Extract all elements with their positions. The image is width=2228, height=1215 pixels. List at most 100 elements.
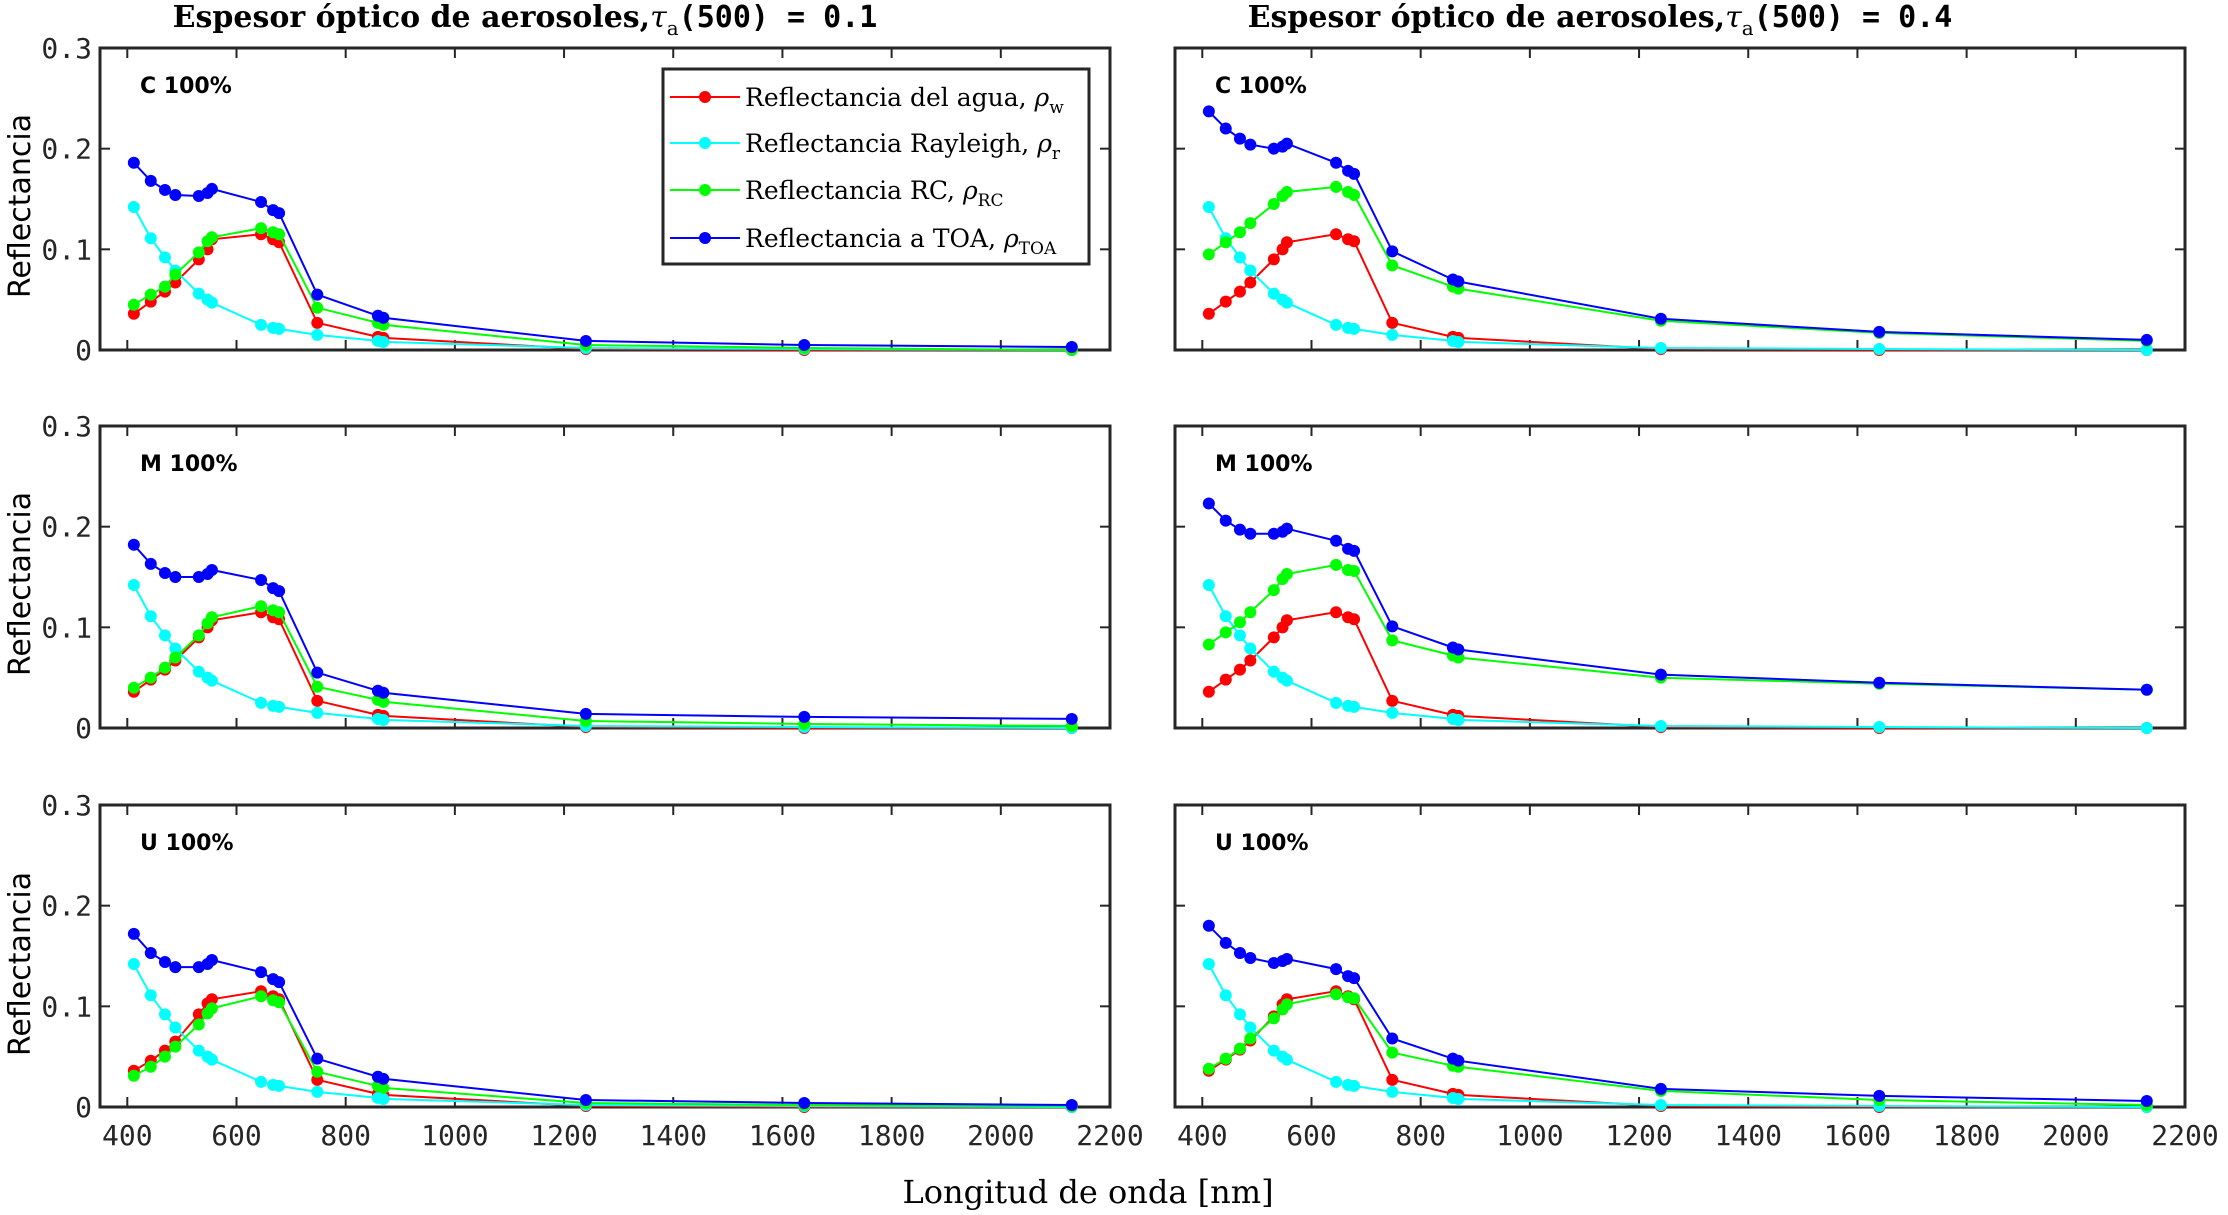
- data-point: [1244, 217, 1257, 230]
- data-point: [1330, 318, 1343, 331]
- x-tick-label: 400: [1177, 1119, 1228, 1152]
- data-point: [1065, 340, 1078, 353]
- x-tick-label: 1000: [421, 1119, 488, 1152]
- series-line: [132, 584, 1072, 729]
- data-point: [1330, 963, 1343, 976]
- y-tick-label: 0: [75, 712, 92, 745]
- chart-panel-6: 400 600 800 1000 1200 1400 1600 1800 2000 2200 U 1…: [1173, 803, 2219, 1152]
- data-point: [1386, 706, 1399, 719]
- data-point: [127, 201, 140, 214]
- data-point: [1233, 629, 1246, 642]
- data-point: [255, 1075, 268, 1088]
- data-point: [311, 316, 324, 329]
- data-point: [1873, 342, 1886, 355]
- data-point: [311, 680, 324, 693]
- data-point: [1202, 638, 1215, 651]
- x-tick-label: 600: [211, 1119, 262, 1152]
- x-tick-label: 1600: [1824, 1119, 1891, 1152]
- x-tick-label: 600: [1286, 1119, 1337, 1152]
- data-point: [144, 610, 157, 623]
- data-point: [1267, 287, 1280, 300]
- series-reflectancia-rayleigh: [127, 201, 1078, 356]
- data-point: [144, 671, 157, 684]
- data-point: [144, 946, 157, 959]
- series-line: [1207, 206, 2147, 351]
- data-point: [1202, 248, 1215, 261]
- data-point: [311, 1065, 324, 1078]
- data-point: [1267, 665, 1280, 678]
- data-point: [1233, 616, 1246, 629]
- data-point: [2140, 722, 2153, 734]
- data-point: [1202, 497, 1215, 510]
- series-line: [1208, 185, 2147, 342]
- series-reflectancia-rayleigh: [127, 579, 1078, 734]
- column-title-left: Espesor óptico de aerosoles,τa(500) = 0.…: [173, 0, 878, 40]
- data-point: [158, 629, 171, 642]
- data-point: [127, 579, 140, 592]
- series-line: [1208, 611, 2147, 729]
- data-point: [127, 156, 140, 169]
- x-tick-label: 1600: [749, 1119, 816, 1152]
- data-point: [1654, 1082, 1667, 1095]
- data-point: [579, 707, 592, 720]
- ylabel-row-3: Reflectancia: [3, 872, 38, 1056]
- data-point: [1386, 1073, 1399, 1086]
- data-point: [377, 1081, 390, 1094]
- legend-swatch-marker-water: [699, 91, 711, 103]
- x-tick-label: 1200: [530, 1119, 597, 1152]
- data-point: [205, 563, 218, 576]
- data-point: [1219, 1052, 1232, 1065]
- series-reflectancia-a-toa: [1202, 919, 2153, 1107]
- data-point: [192, 665, 205, 678]
- data-point: [192, 1044, 205, 1057]
- data-point: [311, 666, 324, 679]
- data-point: [1219, 989, 1232, 1002]
- legend-box: [661, 67, 1091, 266]
- data-point: [144, 288, 157, 301]
- data-point: [1202, 307, 1215, 320]
- data-point: [273, 996, 286, 1009]
- data-point: [1202, 201, 1215, 214]
- data-point: [169, 188, 182, 201]
- data-point: [158, 566, 171, 579]
- data-point: [1452, 713, 1465, 726]
- data-point: [2140, 1094, 2153, 1107]
- data-point: [255, 990, 268, 1003]
- data-point: [192, 1008, 205, 1021]
- x-tick-label: 1200: [1605, 1119, 1672, 1152]
- data-point: [169, 1021, 182, 1034]
- data-point: [127, 298, 140, 311]
- data-point: [1219, 626, 1232, 639]
- data-point: [1348, 564, 1361, 577]
- data-point: [1267, 198, 1280, 211]
- data-point: [1233, 285, 1246, 298]
- data-point: [169, 642, 182, 655]
- data-point: [1233, 1008, 1246, 1021]
- data-point: [1267, 253, 1280, 266]
- series-reflectancia-del-agua: [1202, 228, 2153, 356]
- data-point: [127, 307, 140, 320]
- series-line: [132, 206, 1072, 351]
- data-point: [205, 993, 218, 1006]
- data-point: [1452, 1054, 1465, 1067]
- series-reflectancia-a-toa: [127, 156, 1078, 353]
- data-point: [1386, 328, 1399, 341]
- data-point: [798, 338, 811, 351]
- data-point: [169, 961, 182, 974]
- data-point: [1244, 952, 1257, 965]
- data-point: [1202, 919, 1215, 932]
- data-point: [1330, 534, 1343, 547]
- y-tick-label: 0.1: [41, 611, 92, 644]
- data-point: [1280, 998, 1293, 1011]
- series-reflectancia-a-toa: [127, 927, 1078, 1111]
- data-point: [205, 954, 218, 967]
- data-point: [255, 696, 268, 709]
- x-tick-label: 2000: [2042, 1119, 2109, 1152]
- data-point: [127, 927, 140, 940]
- column-title-right: Espesor óptico de aerosoles,τa(500) = 0.…: [1248, 0, 1953, 40]
- series-reflectancia-a-toa: [127, 538, 1078, 725]
- x-tick-label: 2200: [2151, 1119, 2218, 1152]
- data-point: [1330, 988, 1343, 1001]
- data-point: [158, 183, 171, 196]
- data-point: [1330, 1075, 1343, 1088]
